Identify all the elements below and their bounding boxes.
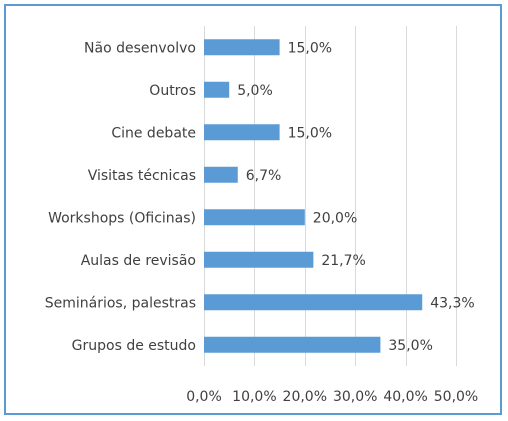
bar-6	[204, 294, 423, 311]
x-tick-label-2: 20,0%	[283, 389, 327, 405]
category-label-3: Visitas técnicas	[88, 168, 196, 184]
x-tick-label-3: 30,0%	[333, 389, 377, 405]
bar-3	[204, 166, 238, 183]
data-label-4: 20,0%	[313, 210, 357, 226]
data-label-3: 6,7%	[246, 168, 282, 184]
bar-layer	[204, 39, 423, 353]
category-label-1: Outros	[149, 83, 196, 99]
bar-4	[204, 209, 305, 226]
x-tick-label-0: 0,0%	[186, 389, 222, 405]
data-label-0: 15,0%	[288, 40, 332, 56]
label-layer: Não desenvolvo 15,0% Outros 5,0% Cine debate…	[45, 40, 479, 405]
category-label-4: Workshops (Oficinas)	[48, 210, 196, 226]
grid-layer	[204, 26, 457, 366]
bar-1	[204, 81, 230, 98]
category-label-0: Não desenvolvo	[84, 40, 196, 56]
category-label-7: Grupos de estudo	[72, 338, 196, 354]
bar-0	[204, 39, 280, 56]
data-label-6: 43,3%	[430, 295, 474, 311]
data-label-1: 5,0%	[237, 83, 273, 99]
x-tick-label-1: 10,0%	[232, 389, 276, 405]
bar-7	[204, 336, 381, 353]
category-label-2: Cine debate	[111, 125, 196, 141]
category-label-5: Aulas de revisão	[81, 253, 196, 269]
x-tick-label-4: 40,0%	[383, 389, 427, 405]
data-label-2: 15,0%	[288, 125, 332, 141]
data-label-7: 35,0%	[388, 338, 432, 354]
category-label-6: Seminários, palestras	[45, 295, 196, 311]
data-label-5: 21,7%	[321, 253, 365, 269]
bar-5	[204, 251, 314, 268]
x-tick-label-5: 50,0%	[434, 389, 478, 405]
bar-2	[204, 124, 280, 141]
